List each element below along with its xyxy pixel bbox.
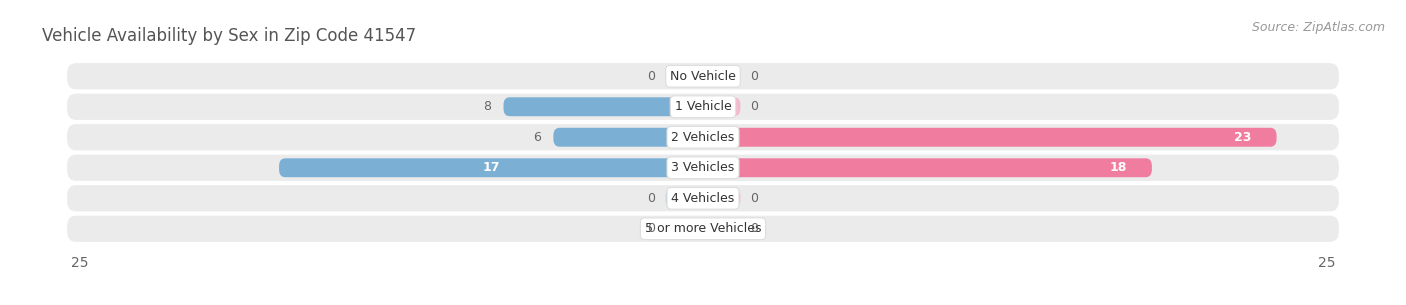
FancyBboxPatch shape <box>703 67 741 86</box>
Text: 0: 0 <box>648 222 655 235</box>
Text: 2 Vehicles: 2 Vehicles <box>672 131 734 144</box>
FancyBboxPatch shape <box>703 189 741 208</box>
FancyBboxPatch shape <box>703 158 1152 177</box>
Text: 4 Vehicles: 4 Vehicles <box>672 192 734 205</box>
Text: 1 Vehicle: 1 Vehicle <box>675 100 731 113</box>
FancyBboxPatch shape <box>703 219 741 238</box>
FancyBboxPatch shape <box>703 97 741 116</box>
FancyBboxPatch shape <box>67 155 1339 181</box>
Text: No Vehicle: No Vehicle <box>671 70 735 83</box>
Text: 18: 18 <box>1109 161 1128 174</box>
FancyBboxPatch shape <box>67 185 1339 211</box>
FancyBboxPatch shape <box>278 158 703 177</box>
Text: 0: 0 <box>751 222 758 235</box>
FancyBboxPatch shape <box>67 124 1339 150</box>
Text: 17: 17 <box>482 161 499 174</box>
FancyBboxPatch shape <box>67 63 1339 89</box>
FancyBboxPatch shape <box>665 189 703 208</box>
Text: 3 Vehicles: 3 Vehicles <box>672 161 734 174</box>
FancyBboxPatch shape <box>67 216 1339 242</box>
FancyBboxPatch shape <box>554 128 703 147</box>
FancyBboxPatch shape <box>703 128 1277 147</box>
Text: 0: 0 <box>751 100 758 113</box>
Text: 0: 0 <box>751 192 758 205</box>
Text: 5 or more Vehicles: 5 or more Vehicles <box>645 222 761 235</box>
Text: 0: 0 <box>648 192 655 205</box>
FancyBboxPatch shape <box>665 67 703 86</box>
Text: 0: 0 <box>648 70 655 83</box>
FancyBboxPatch shape <box>67 94 1339 120</box>
Text: 6: 6 <box>533 131 541 144</box>
Text: Source: ZipAtlas.com: Source: ZipAtlas.com <box>1251 21 1385 34</box>
Text: 23: 23 <box>1234 131 1251 144</box>
Text: 8: 8 <box>484 100 491 113</box>
FancyBboxPatch shape <box>503 97 703 116</box>
Text: 0: 0 <box>751 70 758 83</box>
Text: Vehicle Availability by Sex in Zip Code 41547: Vehicle Availability by Sex in Zip Code … <box>42 27 416 45</box>
FancyBboxPatch shape <box>665 219 703 238</box>
